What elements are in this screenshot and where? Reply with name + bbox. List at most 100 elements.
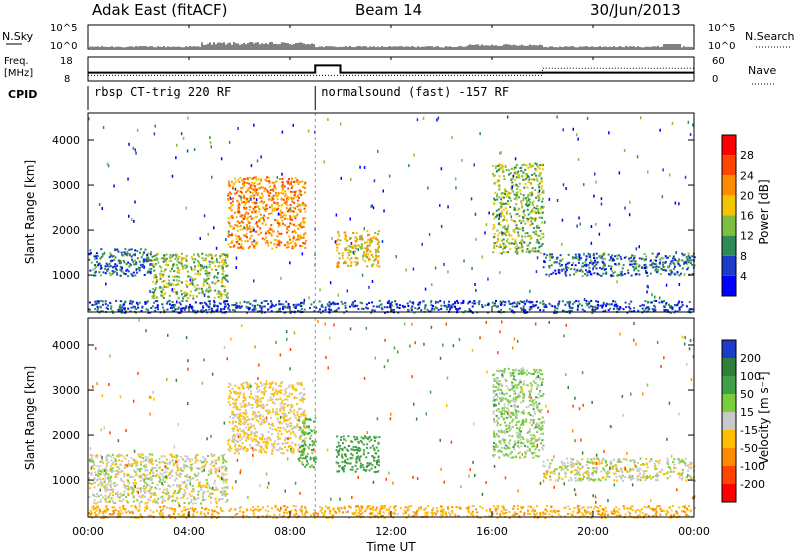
echo-cell	[641, 307, 644, 310]
echo-cell	[638, 265, 641, 268]
echo-cell	[514, 213, 517, 216]
echo-cell	[521, 175, 524, 177]
echo-cell	[543, 253, 546, 256]
echo-cell	[191, 463, 194, 466]
echo-cell	[271, 247, 274, 250]
echo-cell	[582, 265, 585, 268]
echo-cell	[586, 274, 589, 277]
echo-cell	[303, 423, 305, 426]
echo-cell	[239, 423, 242, 426]
echo-cell	[101, 470, 104, 473]
echo-cell	[247, 308, 250, 311]
echo-cell	[261, 391, 264, 393]
echo-cell	[237, 452, 240, 455]
echo-cell	[498, 188, 501, 191]
echo-cell	[221, 278, 224, 281]
echo-cell	[127, 488, 130, 491]
power-ylabel: Slant Range [km]	[23, 160, 37, 264]
echo-cell	[94, 300, 97, 303]
echo-cell	[365, 436, 368, 439]
echo-cell	[551, 305, 554, 308]
echo-cell	[301, 396, 304, 399]
echo-cell	[172, 264, 174, 267]
echo-cell	[538, 186, 541, 189]
noise-cell	[373, 179, 376, 183]
echo-cell	[676, 260, 679, 263]
echo-cell	[197, 490, 200, 493]
echo-cell	[327, 304, 330, 307]
echo-cell	[265, 231, 267, 234]
echo-cell	[99, 465, 102, 468]
echo-cell	[197, 485, 200, 488]
echo-cell	[253, 306, 256, 309]
echo-cell	[309, 429, 312, 431]
echo-cell	[279, 307, 281, 310]
echo-cell	[181, 300, 184, 302]
echo-cell	[172, 275, 175, 278]
echo-cell	[281, 215, 284, 218]
sky-tick-top: 10^5	[50, 23, 77, 34]
echo-cell	[268, 180, 271, 183]
echo-cell	[104, 476, 107, 479]
echo-cell	[188, 466, 191, 469]
echo-cell	[217, 466, 220, 469]
echo-cell	[304, 440, 306, 443]
echo-cell	[370, 311, 373, 314]
echo-cell	[99, 498, 102, 501]
echo-cell	[303, 242, 306, 245]
echo-cell	[357, 244, 360, 247]
echo-cell	[543, 305, 546, 308]
noise-cell	[416, 118, 419, 122]
echo-cell	[184, 267, 187, 270]
echo-cell	[89, 487, 92, 490]
echo-cell	[243, 197, 246, 200]
echo-cell	[526, 232, 529, 235]
echo-cell	[360, 307, 363, 310]
noise-cell	[638, 245, 640, 249]
echo-cell	[252, 424, 255, 427]
echo-cell	[135, 473, 138, 476]
echo-cell	[298, 189, 301, 192]
echo-cell	[276, 392, 279, 395]
echo-cell	[303, 233, 305, 236]
echo-cell	[204, 269, 207, 272]
echo-cell	[311, 444, 314, 447]
echo-cell	[154, 475, 157, 478]
echo-cell	[468, 301, 471, 303]
echo-cell	[116, 491, 119, 494]
echo-cell	[249, 423, 252, 425]
echo-cell	[621, 273, 624, 276]
echo-cell	[141, 265, 144, 268]
echo-cell	[267, 217, 269, 219]
echo-cell	[372, 255, 375, 258]
echo-cell	[492, 213, 495, 216]
echo-cell	[92, 501, 95, 504]
echo-cell	[196, 270, 199, 273]
echo-cell	[269, 396, 272, 399]
echo-cell	[147, 260, 150, 262]
echo-cell	[170, 453, 173, 456]
echo-cell	[633, 263, 636, 265]
noise-cell	[565, 187, 567, 190]
echo-cell	[514, 178, 517, 181]
echo-cell	[430, 300, 433, 302]
echo-cell	[266, 442, 269, 445]
echo-cell	[365, 306, 368, 309]
echo-cell	[111, 500, 114, 503]
echo-cell	[559, 264, 562, 267]
echo-cell	[592, 252, 595, 255]
echo-cell	[521, 235, 524, 238]
echo-cell	[222, 477, 225, 480]
echo-cell	[588, 306, 591, 309]
noise-cell	[234, 187, 237, 191]
echo-cell	[90, 456, 93, 459]
echo-cell	[492, 172, 494, 175]
echo-cell	[248, 385, 251, 387]
echo-cell	[185, 294, 188, 297]
echo-cell	[228, 446, 231, 449]
echo-cell	[522, 197, 525, 200]
echo-cell	[574, 264, 577, 267]
echo-cell	[306, 462, 309, 465]
echo-cell	[209, 487, 212, 490]
